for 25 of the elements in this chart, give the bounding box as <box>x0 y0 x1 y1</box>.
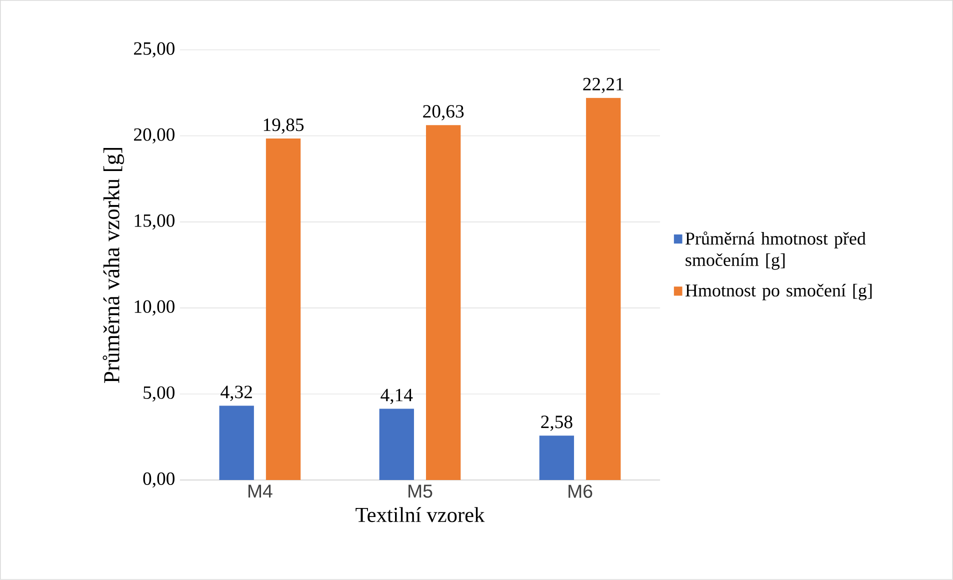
bar <box>379 408 414 480</box>
x-tick-label: M4 <box>248 484 272 498</box>
legend-label: Hmotnost po smočení [g] <box>685 284 872 300</box>
x-axis-title: Textilní vzorek <box>356 507 485 522</box>
data-label: 20,63 <box>423 105 464 120</box>
data-label: 19,85 <box>264 118 304 134</box>
legend-label: Průměrná hmotnost před smočením [g] <box>685 232 866 270</box>
y-tick-label: 0,00 <box>143 472 174 488</box>
x-tick-label: M5 <box>408 484 432 498</box>
y-tick-label: 20,00 <box>134 128 174 144</box>
data-label: 22,21 <box>583 78 624 94</box>
bar <box>266 138 301 480</box>
data-label: 4,32 <box>220 386 252 401</box>
y-tick-label: 15,00 <box>134 214 174 230</box>
bar <box>219 406 254 480</box>
y-tick-label: 10,00 <box>134 300 174 316</box>
bar <box>539 436 574 480</box>
bar <box>586 98 621 480</box>
y-axis-title: Průměrná váha vzorku [g] <box>102 148 124 384</box>
data-label: 4,14 <box>380 388 413 404</box>
y-tick-label: 25,00 <box>134 42 174 58</box>
x-tick-label: M6 <box>568 484 592 498</box>
y-tick-label: 5,00 <box>144 386 174 402</box>
data-label: 2,58 <box>541 416 572 431</box>
bar <box>426 125 461 480</box>
